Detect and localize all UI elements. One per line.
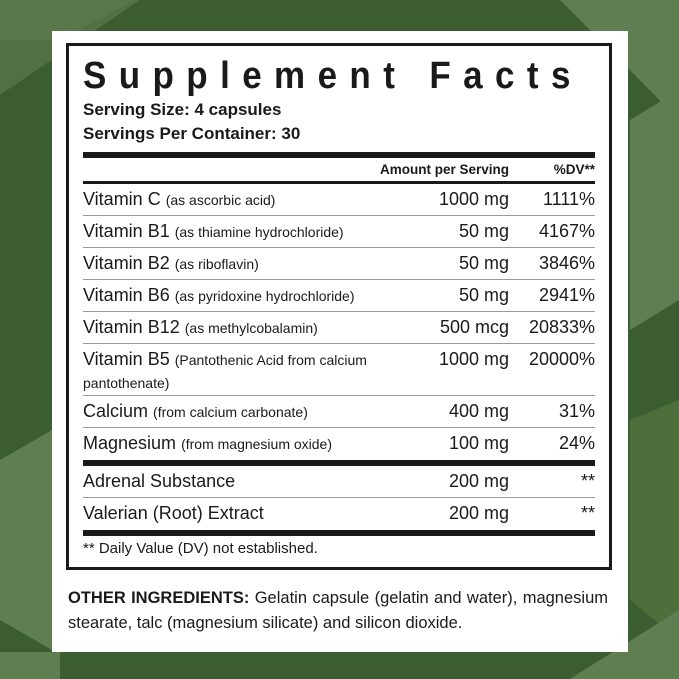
amount: 200 mg: [448, 471, 509, 491]
daily-value: 3846%: [538, 253, 595, 273]
table-row: Vitamin B5 (Pantothenic Acid from calciu…: [83, 344, 595, 396]
ingredient-title: Adrenal Substance: [83, 471, 236, 491]
ingredient-name: Magnesium (from magnesium oxide): [83, 432, 369, 455]
daily-value: 31%: [558, 401, 595, 421]
ingredient-name: Vitamin C (as ascorbic acid): [83, 188, 369, 211]
ingredient-source: (from magnesium oxide): [181, 436, 332, 452]
ingredient-name: Vitamin B1 (as thiamine hydrochloride): [83, 220, 369, 243]
ingredient-name: Calcium (from calcium carbonate): [83, 400, 369, 423]
ingredient-title: Vitamin B12: [83, 317, 180, 337]
label-panel: Supplement Facts Serving Size: 4 capsule…: [52, 31, 628, 652]
ingredient-name: Vitamin B2 (as riboflavin): [83, 252, 369, 275]
ingredient-title: Vitamin B5: [83, 349, 170, 369]
divider: [83, 460, 595, 466]
ingredient-name: Vitamin B5 (Pantothenic Acid from calciu…: [83, 348, 369, 394]
serving-size: Serving Size: 4 capsules: [83, 100, 282, 119]
ingredient-title: Vitamin B1: [83, 221, 170, 241]
ingredient-source: (from calcium carbonate): [153, 404, 308, 420]
amount: 1000 mg: [438, 349, 509, 369]
ingredient-name: Vitamin B12 (as methylcobalamin): [83, 316, 369, 339]
other-list: Adrenal Substance 200 mg ** Valerian (Root)…: [83, 466, 595, 530]
ingredient-title: Valerian (Root) Extract: [83, 503, 264, 523]
amount: 400 mg: [448, 401, 509, 421]
ingredient-source: (as riboflavin): [174, 256, 259, 272]
daily-value: 24%: [558, 433, 595, 453]
amount: 50 mg: [458, 221, 509, 241]
daily-value: 20833%: [528, 317, 595, 337]
servings-per-container: Servings Per Container: 30: [83, 124, 301, 143]
table-row: Vitamin B2 (as riboflavin) 50 mg 3846%: [83, 248, 595, 280]
amount-header: Amount per Serving: [379, 162, 509, 177]
ingredient-source: (as thiamine hydrochloride): [174, 224, 344, 240]
table-row: Valerian (Root) Extract 200 mg **: [83, 498, 595, 530]
ingredient-source: (as ascorbic acid): [165, 192, 276, 208]
amount: 1000 mg: [438, 189, 509, 209]
ingredient-name: Valerian (Root) Extract: [83, 502, 369, 524]
title: Supplement Facts: [83, 55, 583, 97]
amount: 50 mg: [458, 253, 509, 273]
table-header: Amount per Serving %DV**: [83, 158, 595, 184]
dv-header: %DV**: [553, 162, 595, 177]
ingredient-title: Vitamin B2: [83, 253, 170, 273]
daily-value: **: [580, 503, 595, 523]
ingredient-title: Vitamin C: [83, 189, 161, 209]
amount: 200 mg: [448, 503, 509, 523]
table-row: Adrenal Substance 200 mg **: [83, 466, 595, 498]
daily-value: **: [580, 471, 595, 491]
daily-value: 4167%: [538, 221, 595, 241]
ingredient-title: Vitamin B6: [83, 285, 170, 305]
ingredient-name: Adrenal Substance: [83, 470, 369, 492]
supplement-facts-box: Supplement Facts Serving Size: 4 capsule…: [66, 43, 612, 570]
amount: 50 mg: [458, 285, 509, 305]
table-row: Calcium (from calcium carbonate) 400 mg 31…: [83, 396, 595, 428]
ingredient-source: (as pyridoxine hydrochloride): [174, 288, 355, 304]
daily-value: 20000%: [528, 349, 595, 369]
amount: 500 mcg: [439, 317, 509, 337]
footnote: ** Daily Value (DV) not established.: [83, 540, 318, 557]
daily-value: 1111%: [542, 189, 595, 209]
divider: [83, 530, 595, 536]
other-ingredients-label: OTHER INGREDIENTS:: [68, 589, 250, 607]
ingredient-name: Vitamin B6 (as pyridoxine hydrochloride): [83, 284, 369, 307]
amount: 100 mg: [448, 433, 509, 453]
table-row: Vitamin B12 (as methylcobalamin) 500 mcg 2…: [83, 312, 595, 344]
table-row: Vitamin C (as ascorbic acid) 1000 mg 1111%: [83, 184, 595, 216]
table-row: Vitamin B1 (as thiamine hydrochloride) 50…: [83, 216, 595, 248]
nutrient-list: Vitamin C (as ascorbic acid) 1000 mg 1111%…: [83, 184, 595, 460]
daily-value: 2941%: [538, 285, 595, 305]
other-ingredients-text: Gelatin capsule (gelatin and water), mag…: [68, 589, 608, 632]
divider: [83, 152, 595, 158]
table-row: Vitamin B6 (as pyridoxine hydrochloride)…: [83, 280, 595, 312]
ingredient-title: Calcium: [83, 401, 149, 421]
other-ingredients: OTHER INGREDIENTS: Gelatin capsule (gela…: [68, 586, 608, 636]
ingredient-source: (Pantothenic Acid from calcium pantothen…: [83, 352, 367, 391]
ingredient-title: Magnesium: [83, 433, 177, 453]
ingredient-source: (as methylcobalamin): [184, 320, 318, 336]
table-row: Magnesium (from magnesium oxide) 100 mg 24…: [83, 428, 595, 460]
